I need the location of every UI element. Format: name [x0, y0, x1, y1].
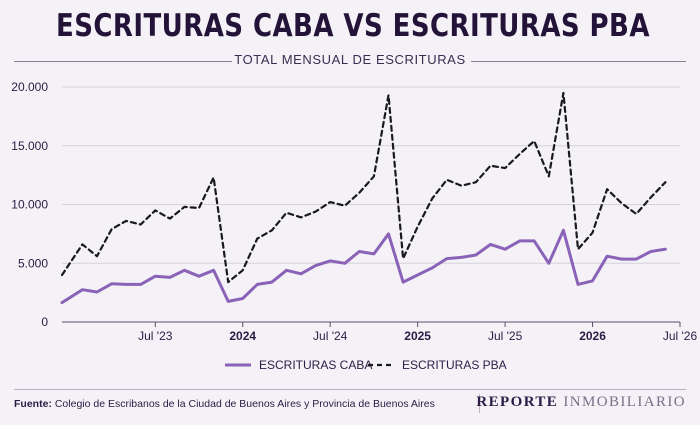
- series-line-caba: [60, 228, 667, 305]
- series-lines: [60, 91, 667, 305]
- source-label: Fuente:: [14, 398, 52, 410]
- chart-subtitle: TOTAL MENSUAL DE ESCRITURAS: [234, 52, 466, 67]
- x-tick-label: Jul '25: [488, 329, 523, 343]
- y-axis: 0 5.000 10.000 15.000 20.000: [11, 80, 48, 329]
- legend-label-pba: ESCRITURAS PBA: [402, 358, 507, 372]
- x-tick-label: 2026: [579, 329, 606, 343]
- x-tick-label: Jul '23: [138, 329, 173, 343]
- legend-label-caba: ESCRITURAS CABA: [259, 358, 372, 372]
- brand-logo: REPORTE INMOBILIARIO: [476, 394, 686, 411]
- source-text: Colegio de Escribanos de la Ciudad de Bu…: [54, 398, 435, 410]
- x-tick-label: 2025: [404, 329, 431, 343]
- chart-title: ESCRITURAS CABA VS ESCRITURAS PBA: [56, 8, 650, 44]
- subtitle-rule-left: [14, 61, 232, 62]
- x-tick-label: Jul '26: [663, 329, 698, 343]
- x-axis: Jul '23 2024 Jul '24 2025 Jul '25 2026 Jul '26: [138, 329, 697, 343]
- chart-subtitle-row: TOTAL MENSUAL DE ESCRITURAS: [14, 52, 686, 70]
- y-tick-label: 20.000: [11, 80, 48, 94]
- legend: ESCRITURAS CABA ESCRITURAS PBA: [225, 358, 507, 372]
- x-tick-label: Jul '24: [313, 329, 348, 343]
- source-note: Fuente: Colegio de Escribanos de la Ciud…: [14, 398, 435, 410]
- subtitle-rule-right: [471, 61, 686, 62]
- series-line-pba: [60, 91, 667, 284]
- grid: [62, 86, 681, 327]
- brand-word-inmobiliario: INMOBILIARIO: [563, 394, 686, 410]
- footer-divider: [14, 389, 686, 390]
- brand-divider: [479, 394, 480, 413]
- x-tick-label: 2024: [229, 329, 256, 343]
- y-tick-label: 15.000: [11, 139, 48, 153]
- y-tick-label: 0: [41, 315, 48, 329]
- y-tick-label: 10.000: [11, 198, 48, 212]
- brand-word-reporte: REPORTE: [476, 394, 559, 410]
- y-tick-label: 5.000: [18, 256, 48, 270]
